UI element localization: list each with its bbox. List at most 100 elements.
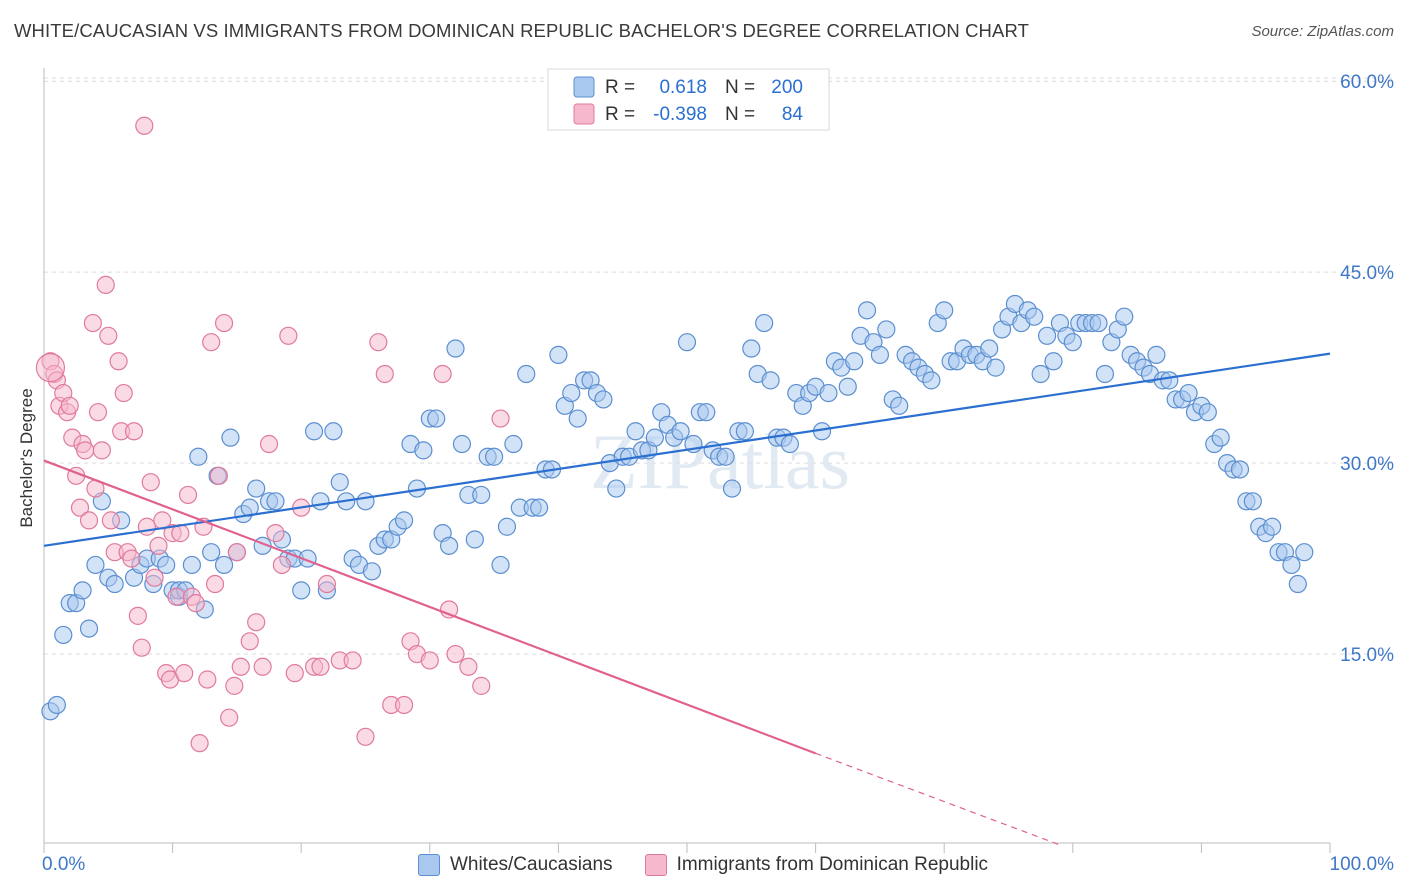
point-whites-74 — [517, 364, 536, 384]
series-dominican-points — [35, 116, 510, 753]
point-dominican-61 — [285, 664, 304, 683]
point-whites-1 — [47, 695, 66, 715]
point-dominican-26 — [124, 422, 144, 441]
point-whites-193 — [1282, 555, 1301, 575]
trend-lines — [43, 352, 1331, 846]
point-whites-163 — [1089, 313, 1108, 333]
point-dominican-54 — [240, 632, 259, 651]
y-axis-label: Bachelor's Degree — [17, 388, 36, 527]
point-dominican-79 — [459, 657, 478, 676]
y-tick-label-0: 15.0% — [1340, 645, 1394, 666]
point-dominican-23 — [114, 383, 133, 403]
point-dominican-50 — [220, 708, 239, 727]
point-whites-81 — [562, 383, 581, 403]
point-whites-129 — [870, 345, 890, 364]
y-tick-label-2: 45.0% — [1340, 263, 1394, 284]
point-dominican-52 — [227, 543, 246, 562]
point-whites-39 — [292, 581, 311, 600]
point-dominican-37 — [167, 587, 186, 606]
legend-label-whites: Whites/Caucasians — [449, 854, 613, 875]
point-whites-10 — [105, 574, 124, 594]
point-whites-108 — [735, 422, 754, 441]
point-dominican-27 — [128, 606, 147, 625]
point-whites-98 — [671, 422, 690, 441]
point-whites-69 — [485, 447, 504, 466]
point-whites-195 — [1295, 543, 1314, 562]
point-whites-2 — [54, 625, 73, 645]
trend-line-extension-1 — [815, 752, 1061, 846]
point-whites-63 — [446, 339, 465, 358]
point-dominican-53 — [231, 657, 250, 676]
point-dominican-15 — [88, 403, 108, 422]
x-tick-label-max: 100.0% — [1330, 854, 1395, 875]
point-dominican-42 — [186, 594, 205, 613]
point-whites-194 — [1288, 574, 1307, 594]
point-dominican-46 — [202, 333, 221, 352]
point-whites-164 — [1095, 364, 1115, 384]
point-dominican-16 — [92, 441, 111, 460]
legend-swatch-whites — [573, 76, 595, 98]
point-whites-86 — [594, 390, 613, 409]
point-whites-109 — [742, 339, 761, 358]
legend-swatch-whites-bottom — [417, 854, 440, 876]
point-whites-76 — [530, 498, 549, 517]
point-whites-79 — [549, 345, 568, 364]
point-dominican-47 — [205, 574, 225, 594]
point-dominican-25 — [122, 549, 141, 568]
legend-r-label-2: R = — [605, 104, 635, 125]
point-whites-180 — [1198, 403, 1217, 422]
point-dominican-32 — [149, 536, 168, 555]
point-whites-154 — [1031, 364, 1050, 384]
point-whites-167 — [1115, 307, 1134, 326]
point-whites-121 — [819, 383, 838, 403]
point-dominican-40 — [178, 485, 198, 505]
point-whites-41 — [304, 422, 324, 441]
point-whites-187 — [1243, 492, 1262, 511]
point-dominican-31 — [145, 568, 164, 587]
point-whites-139 — [935, 301, 954, 320]
point-dominican-18 — [99, 326, 118, 345]
point-dominican-28 — [132, 638, 151, 657]
point-dominican-65 — [317, 574, 337, 594]
legend-label-dominican: Immigrants from Dominican Republic — [676, 854, 989, 875]
point-whites-159 — [1063, 333, 1082, 352]
point-whites-28 — [221, 428, 240, 447]
point-dominican-21 — [109, 352, 128, 371]
point-whites-23 — [189, 447, 208, 466]
series-whites-points — [41, 294, 1314, 721]
y-tick-label-1: 30.0% — [1340, 454, 1394, 475]
y-tick-label-3: 60.0% — [1340, 72, 1394, 93]
point-whites-91 — [626, 422, 645, 441]
point-dominican-9 — [70, 498, 90, 517]
point-whites-102 — [697, 403, 716, 422]
point-dominican-39 — [175, 664, 194, 683]
point-whites-22 — [182, 555, 201, 575]
point-dominican-cluster — [35, 353, 66, 383]
point-whites-70 — [491, 555, 510, 575]
point-whites-62 — [439, 536, 459, 555]
point-whites-64 — [452, 434, 472, 454]
point-whites-147 — [986, 358, 1005, 377]
point-dominican-49 — [214, 313, 234, 333]
point-whites-155 — [1037, 326, 1057, 345]
point-dominican-58 — [266, 524, 285, 543]
point-dominican-59 — [272, 555, 292, 575]
point-whites-35 — [266, 492, 285, 511]
point-dominican-64 — [311, 657, 330, 676]
point-dominican-57 — [259, 434, 279, 454]
trend-line-0 — [43, 352, 1331, 547]
point-dominican-6 — [60, 396, 79, 415]
point-whites-146 — [980, 339, 999, 358]
x-tick-label-min: 0.0% — [42, 854, 85, 875]
point-dominican-69 — [369, 333, 388, 352]
point-dominican-80 — [472, 676, 491, 695]
point-whites-177 — [1179, 383, 1198, 403]
point-whites-94 — [645, 428, 664, 447]
point-whites-66 — [465, 530, 484, 549]
legend-n-label-2: N = — [725, 104, 755, 125]
series-legend: Whites/Caucasians Immigrants from Domini… — [0, 851, 1406, 879]
point-dominican-72 — [394, 695, 414, 715]
point-dominican-45 — [198, 670, 217, 689]
point-whites-172 — [1147, 345, 1166, 364]
